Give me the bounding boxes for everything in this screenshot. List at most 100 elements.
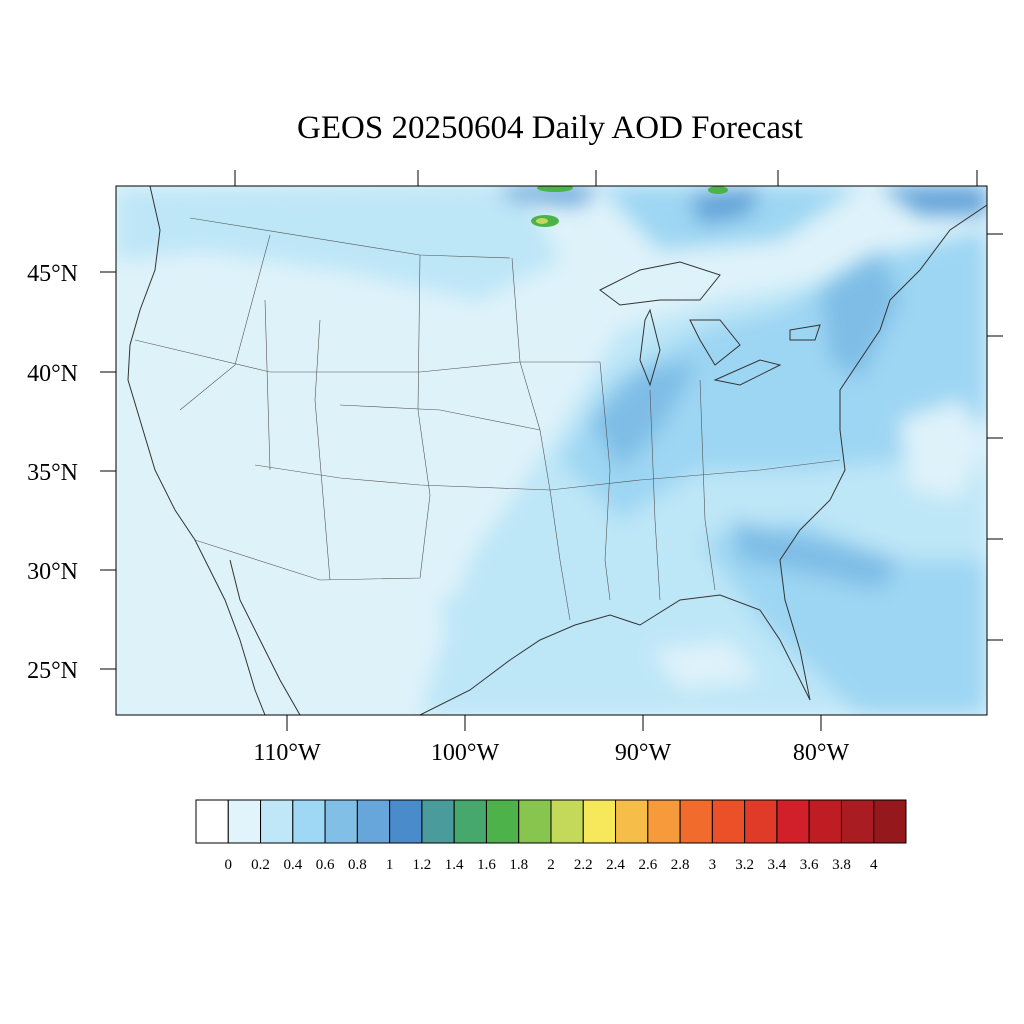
border-colorado-kansas	[339, 404, 541, 431]
colorbar-label: 0.8	[348, 857, 367, 873]
colorbar-box	[324, 799, 358, 844]
colorbar-box	[485, 799, 520, 844]
aod-clean-gulf	[650, 640, 760, 690]
aod-plume-southeast	[700, 520, 987, 715]
colorbar-box	[550, 799, 584, 844]
left-ticks	[100, 271, 116, 670]
lat-labels: 45°N 40°N 35°N 30°N 25°N	[27, 261, 78, 684]
aod-clean-atlantic	[900, 400, 987, 500]
lon-label: 90°W	[615, 740, 672, 766]
border-mexico	[194, 494, 431, 581]
aod-plume-maritime	[880, 186, 987, 215]
lat-label: 45°N	[27, 261, 78, 287]
coastline-pacific	[127, 186, 266, 715]
colorbar-box	[647, 799, 681, 844]
lake-erie	[713, 359, 782, 386]
colorbar-label: 3.2	[735, 857, 754, 873]
aod-field	[116, 186, 987, 715]
border-mountain	[314, 319, 331, 581]
lake-huron	[689, 319, 741, 366]
colorbar-label: 3.8	[832, 857, 851, 873]
aod-plume-northeast	[820, 250, 900, 380]
border-appalachian	[699, 379, 716, 591]
colorbar-box	[873, 799, 907, 844]
border-central-east	[649, 389, 661, 601]
colorbar-box	[356, 799, 391, 844]
colorbar-box	[744, 799, 778, 844]
colorbar-label: 2.6	[638, 857, 657, 873]
border-north-tier	[134, 339, 600, 373]
aod-plumes	[116, 186, 987, 715]
colorbar-label: 4	[870, 857, 878, 873]
aod-plume-texas	[440, 560, 700, 700]
lon-label: 100°W	[431, 740, 500, 766]
aod-peak-quebec	[708, 186, 728, 194]
colorbar-box	[389, 799, 423, 844]
lat-label: 40°N	[27, 361, 78, 387]
colorbar-label: 0.6	[316, 857, 335, 873]
colorbar-label: 2	[547, 857, 555, 873]
border-west	[179, 234, 271, 411]
colorbar-box	[615, 799, 649, 844]
colorbar-label: 2.4	[606, 857, 625, 873]
colorbar-label: 0.2	[251, 857, 270, 873]
lat-label: 25°N	[27, 658, 78, 684]
colorbar	[195, 799, 907, 844]
border-plains-west	[417, 254, 431, 496]
colorbar-label: 3.4	[768, 857, 787, 873]
colorbar-label: 0.4	[283, 857, 302, 873]
colorbar-box	[421, 799, 455, 844]
colorbar-label: 0	[225, 857, 233, 873]
lon-labels: 110°W 100°W 90°W 80°W	[253, 740, 849, 766]
map-frame	[115, 185, 988, 716]
aod-peak-north	[537, 186, 573, 192]
coastline-atlantic-gulf	[419, 204, 987, 715]
state-borders	[134, 217, 841, 621]
aod-plume-carolinas	[730, 520, 900, 590]
colorbar-label: 3.6	[800, 857, 819, 873]
aod-peak-yellow	[536, 218, 548, 224]
aod-plume-ontario	[500, 186, 600, 205]
border-mississippi	[599, 361, 611, 601]
colorbar-box	[518, 799, 552, 844]
colorbar-label: 1.4	[445, 857, 464, 873]
aod-plume-north	[116, 186, 560, 300]
colorbar-box	[679, 799, 713, 844]
colorbar-box	[808, 799, 842, 844]
top-ticks	[234, 170, 978, 186]
lat-label: 35°N	[27, 460, 78, 486]
colorbar-box	[582, 799, 617, 844]
aod-plume-lakes	[590, 360, 700, 470]
colorbar-label: 3	[709, 857, 717, 873]
colorbar-label: 1	[386, 857, 394, 873]
map-coastlines	[127, 186, 987, 715]
colorbar-box	[195, 799, 229, 844]
lake-superior	[599, 261, 721, 306]
border-nevada	[264, 299, 271, 471]
colorbar-labels: 0 0.2 0.4 0.6 0.8 1 1.2 1.4 1.6 1.8 2 2.2 2.4 2.6 2.8 3…	[225, 857, 878, 873]
colorbar-box	[453, 799, 487, 844]
colorbar-box	[711, 799, 746, 844]
colorbar-label: 1.2	[413, 857, 432, 873]
lon-label: 80°W	[793, 740, 850, 766]
border-plains-east	[511, 257, 571, 621]
bottom-ticks	[286, 715, 822, 731]
colorbar-box	[840, 799, 875, 844]
map-title: GEOS 20250604 Daily AOD Forecast	[297, 110, 803, 146]
lat-label: 30°N	[27, 559, 78, 585]
colorbar-box	[776, 799, 810, 844]
colorbar-label: 1.8	[509, 857, 528, 873]
lake-michigan	[639, 308, 661, 387]
lon-label: 110°W	[253, 740, 321, 766]
coastline-baja	[229, 559, 301, 715]
right-ticks	[987, 233, 1003, 641]
colorbar-box	[260, 799, 294, 844]
colorbar-box	[292, 799, 326, 844]
colorbar-box	[227, 799, 262, 844]
aod-plume-quebec	[690, 186, 760, 225]
colorbar-label: 2.8	[671, 857, 690, 873]
lake-ontario	[789, 324, 821, 341]
colorbar-label: 2.2	[574, 857, 593, 873]
colorbar-label: 1.6	[477, 857, 496, 873]
